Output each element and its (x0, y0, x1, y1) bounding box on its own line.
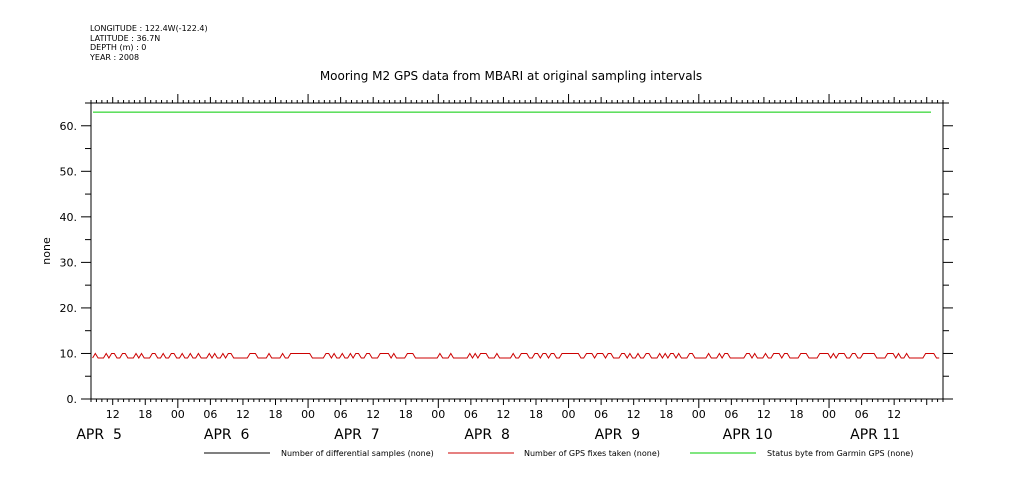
x-day-label: APR 11 (850, 427, 900, 443)
y-axis-label: none (40, 237, 53, 265)
x-day-label: APR 7 (334, 427, 380, 443)
y-tick-label: 10. (60, 347, 78, 360)
x-day-labels: APR 5 APR 6 APR 7 APR 8 APR 9 APR 10 APR 11 (76, 427, 900, 443)
y-tick-label: 60. (60, 120, 78, 133)
x-tick-label: 00 (562, 408, 576, 421)
x-tick-label: 06 (203, 408, 217, 421)
plot-frame (90, 102, 944, 400)
header-year: YEAR : 2008 (89, 53, 139, 62)
header-longitude: LONGITUDE : 122.4W(-122.4) (90, 24, 208, 33)
legend-label-differential: Number of differential samples (none) (281, 449, 434, 458)
y-tick-labels: 0. 10. 20. 30. 40. 50. 60. (60, 120, 78, 406)
x-tick-label: 06 (334, 408, 348, 421)
x-day-label: APR 9 (595, 427, 641, 443)
x-tick-label: 12 (236, 408, 250, 421)
axis-ticks (81, 94, 953, 408)
y-tick-label: 30. (60, 256, 78, 269)
x-tick-label: 12 (757, 408, 771, 421)
x-tick-label: 18 (529, 408, 543, 421)
x-tick-label: 12 (496, 408, 510, 421)
x-tick-label: 18 (659, 408, 673, 421)
x-day-label: APR 8 (464, 427, 510, 443)
x-tick-labels: 12 18 00 06 12 18 00 06 12 18 00 06 12 18 00 06 12 18 00 06… (106, 408, 901, 421)
legend-label-gps-fixes: Number of GPS fixes taken (none) (524, 449, 660, 458)
y-tick-label: 50. (60, 165, 78, 178)
x-tick-label: 12 (106, 408, 120, 421)
y-tick-label: 40. (60, 211, 78, 224)
x-tick-label: 18 (789, 408, 803, 421)
header-info: LONGITUDE : 122.4W(-122.4) LATITUDE : 36… (89, 24, 208, 62)
y-tick-label: 20. (60, 302, 78, 315)
x-tick-label: 12 (366, 408, 380, 421)
x-tick-label: 00 (431, 408, 445, 421)
header-latitude: LATITUDE : 36.7N (90, 34, 160, 43)
x-tick-label: 06 (724, 408, 738, 421)
x-tick-label: 06 (464, 408, 478, 421)
x-tick-label: 18 (269, 408, 283, 421)
legend: Number of differential samples (none) Nu… (204, 449, 913, 458)
y-tick-label: 0. (67, 393, 78, 406)
x-tick-label: 06 (594, 408, 608, 421)
header-depth: DEPTH (m) : 0 (90, 43, 146, 52)
x-tick-label: 18 (399, 408, 413, 421)
x-tick-label: 00 (171, 408, 185, 421)
series-line-gps-fixes (92, 352, 940, 359)
x-tick-label: 12 (627, 408, 641, 421)
x-tick-label: 00 (692, 408, 706, 421)
x-tick-label: 00 (822, 408, 836, 421)
chart-title: Mooring M2 GPS data from MBARI at origin… (320, 69, 702, 83)
x-day-label: APR 10 (723, 427, 773, 443)
legend-label-status-byte: Status byte from Garmin GPS (none) (767, 449, 913, 458)
x-tick-label: 06 (855, 408, 869, 421)
series-lines (92, 111, 940, 359)
x-day-label: APR 5 (76, 427, 122, 443)
x-day-label: APR 6 (204, 427, 250, 443)
x-tick-label: 12 (887, 408, 901, 421)
x-tick-label: 18 (138, 408, 152, 421)
x-tick-label: 00 (301, 408, 315, 421)
